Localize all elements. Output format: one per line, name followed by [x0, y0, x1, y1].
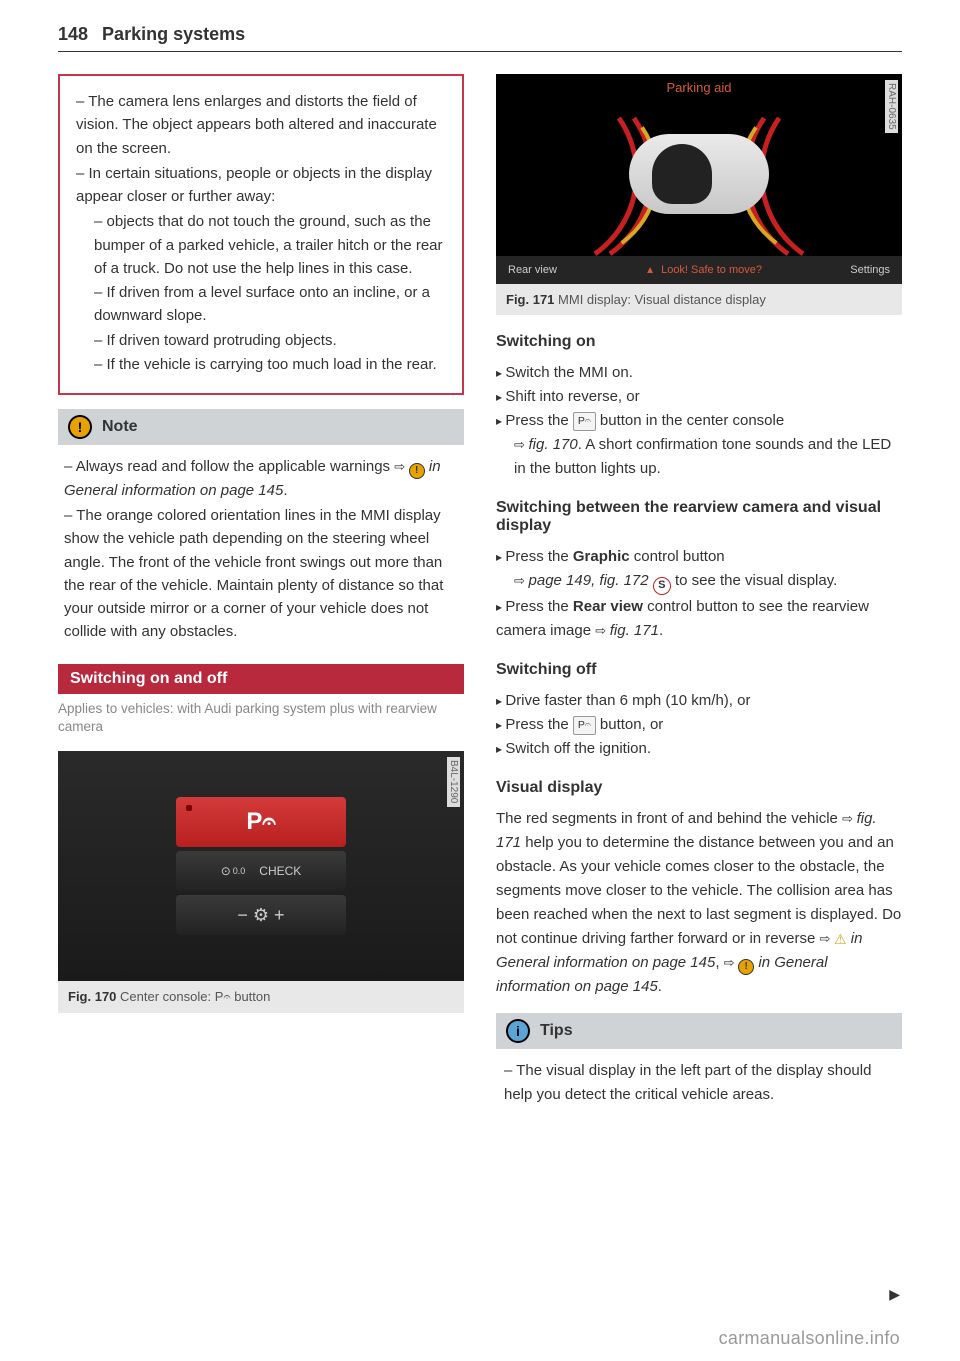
figure-171-caption: Fig. 171 MMI display: Visual distance di…	[496, 284, 902, 315]
visual-display-text: The red segments in front of and behind …	[496, 807, 902, 999]
mmi-title: Parking aid	[666, 80, 731, 95]
switching-between-list: Press the Graphic control button page 14…	[496, 545, 902, 643]
action-item: Press the P𝄐 button in the center consol…	[496, 409, 902, 481]
warning-triangle-icon: ⚠	[834, 928, 847, 950]
warning-box: The camera lens enlarges and distorts th…	[58, 74, 464, 395]
tips-icon: i	[506, 1019, 530, 1043]
warning-sub-item: objects that do not touch the ground, su…	[94, 210, 446, 280]
switching-on-list: Switch the MMI on. Shift into reverse, o…	[496, 361, 902, 481]
park-button: P𝄐	[176, 797, 346, 847]
figure-170-caption: Fig. 170 Center console: P𝄐 button	[58, 981, 464, 1013]
tips-box: i Tips The visual display in the left pa…	[496, 1013, 902, 1107]
action-item: Switch off the ignition.	[496, 737, 902, 761]
circled-s-icon: S	[653, 577, 671, 595]
left-column: The camera lens enlarges and distorts th…	[58, 74, 464, 1109]
tips-header: i Tips	[496, 1013, 902, 1049]
park-button-icon: P𝄐	[573, 716, 596, 735]
continue-arrow-icon: ▶	[889, 1286, 900, 1303]
section-heading: Switching on and off	[58, 664, 464, 694]
info-icon: !	[738, 959, 754, 975]
check-button: ⊙ 0.0 CHECK	[176, 851, 346, 891]
tips-list: The visual display in the left part of t…	[496, 1059, 902, 1107]
link-icon	[842, 810, 857, 827]
park-button-icon: P𝄐	[573, 412, 596, 431]
action-item: Drive faster than 6 mph (10 km/h), or	[496, 689, 902, 713]
action-item: Press the Rear view control button to se…	[496, 595, 902, 643]
gauge-icon: ⊙	[221, 864, 231, 878]
warning-sub-item: If driven toward protruding objects.	[94, 329, 446, 352]
tips-item: The visual display in the left part of t…	[504, 1059, 894, 1107]
visual-display-heading: Visual display	[496, 779, 902, 797]
page-number: 148	[58, 24, 88, 45]
note-list: Always read and follow the applicable wa…	[58, 455, 464, 644]
action-item: Switch the MMI on.	[496, 361, 902, 385]
warning-sub-item: If driven from a level surface onto an i…	[94, 281, 446, 328]
warning-item: In certain situations, people or objects…	[76, 162, 446, 209]
link-icon	[820, 930, 835, 947]
figure-170-image: B4L-1290 P𝄐 ⊙ 0.0 CHECK − ⚙ +	[58, 751, 464, 981]
wiper-button: − ⚙ +	[176, 895, 346, 935]
page-header: 148 Parking systems	[58, 24, 902, 52]
switching-off-heading: Switching off	[496, 661, 902, 679]
warning-item: The camera lens enlarges and distorts th…	[76, 90, 446, 160]
tips-label: Tips	[540, 1022, 573, 1040]
right-column: RAH-0635 Parking aid Rear view Look! Saf…	[496, 74, 902, 1109]
link-icon	[514, 436, 529, 453]
settings-label: Settings	[850, 264, 890, 276]
info-icon: !	[409, 463, 425, 479]
note-header: ! Note	[58, 409, 464, 445]
page-title: Parking systems	[102, 24, 245, 45]
note-icon: !	[68, 415, 92, 439]
action-item: Press the P𝄐 button, or	[496, 713, 902, 737]
note-label: Note	[102, 418, 138, 436]
note-item: The orange colored orientation lines in …	[64, 504, 458, 644]
switching-off-list: Drive faster than 6 mph (10 km/h), or Pr…	[496, 689, 902, 761]
car-windshield-icon	[652, 144, 712, 204]
link-icon	[724, 954, 739, 971]
link-icon	[394, 458, 409, 475]
action-item: Shift into reverse, or	[496, 385, 902, 409]
action-item: Press the Graphic control button page 14…	[496, 545, 902, 595]
mmi-warning: Look! Safe to move?	[645, 264, 762, 276]
rear-view-label: Rear view	[508, 264, 557, 276]
applies-to-text: Applies to vehicles: with Audi parking s…	[58, 700, 464, 738]
warning-sub-item: If the vehicle is carrying too much load…	[94, 353, 446, 376]
note-item: Always read and follow the applicable wa…	[64, 455, 458, 502]
link-icon	[514, 572, 529, 589]
mmi-bottom-bar: Rear view Look! Safe to move? Settings	[496, 256, 902, 284]
link-icon	[595, 622, 610, 639]
switching-between-heading: Switching between the rearview camera an…	[496, 499, 902, 535]
watermark: carmanualsonline.info	[719, 1328, 900, 1349]
figure-171-image: RAH-0635 Parking aid Rear view Look! Saf…	[496, 74, 902, 284]
figure-tag: B4L-1290	[447, 757, 460, 806]
switching-on-heading: Switching on	[496, 333, 902, 351]
